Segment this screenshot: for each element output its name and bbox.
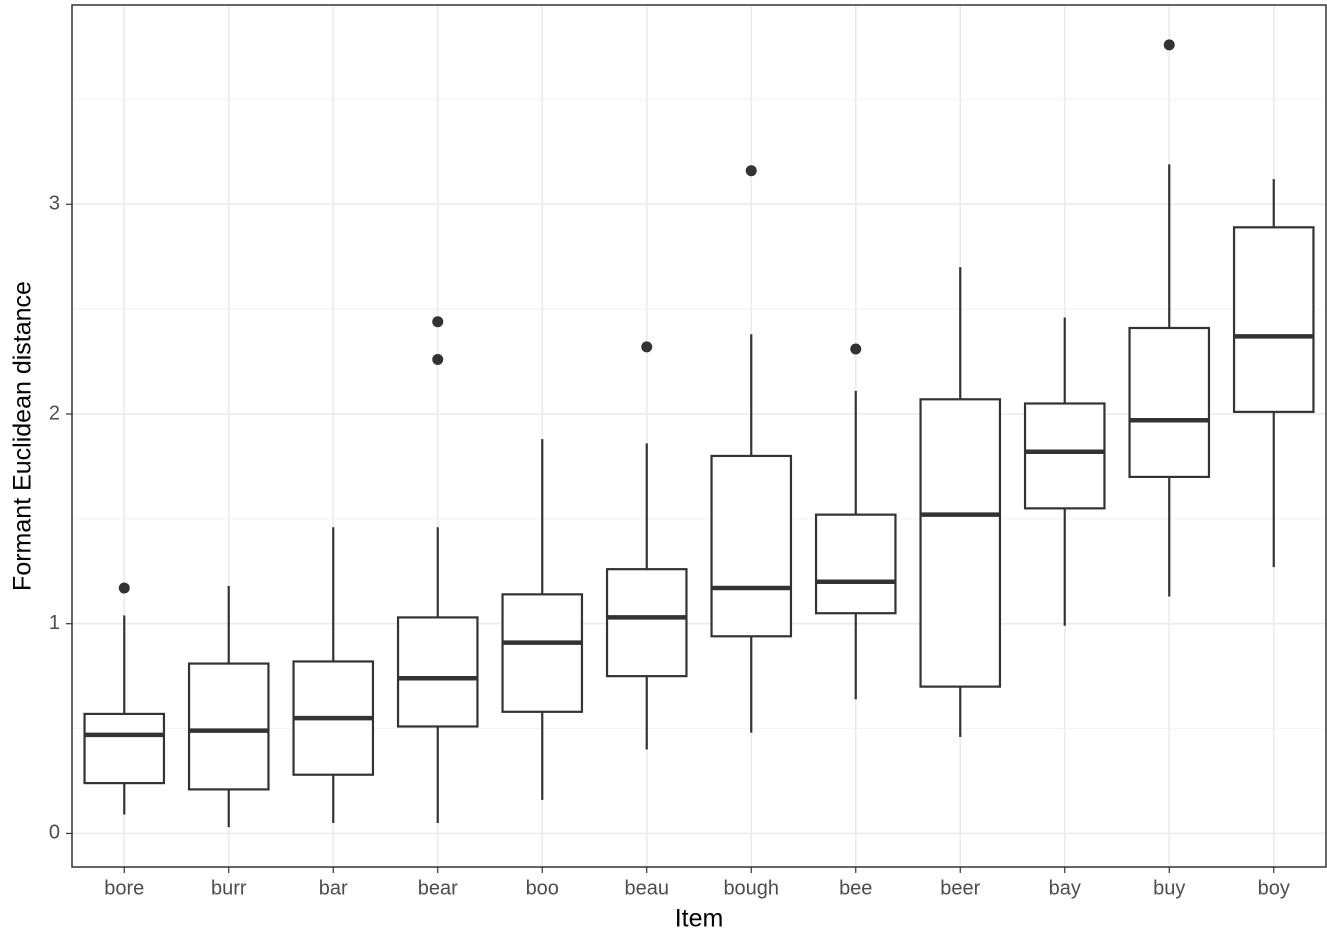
box xyxy=(605,568,688,678)
x-tick-label: bore xyxy=(104,877,144,899)
box xyxy=(187,662,270,791)
y-tick-label: 0 xyxy=(49,822,60,844)
box xyxy=(710,454,793,638)
y-tick-label: 3 xyxy=(49,193,60,215)
x-tick-label: burr xyxy=(211,877,247,899)
x-tick-label: bough xyxy=(723,877,779,899)
y-tick-label: 1 xyxy=(49,612,60,634)
x-tick-label: bay xyxy=(1049,877,1081,899)
box xyxy=(1023,402,1106,510)
box xyxy=(814,513,897,615)
x-tick-label: beer xyxy=(940,877,980,899)
outlier xyxy=(118,582,130,594)
x-tick-label: bee xyxy=(839,877,872,899)
outlier xyxy=(432,353,444,365)
outlier xyxy=(1163,39,1175,51)
x-tick-label: boo xyxy=(526,877,559,899)
box xyxy=(501,593,584,713)
outlier xyxy=(432,316,444,328)
outlier xyxy=(641,341,653,353)
x-tick-label: buy xyxy=(1153,877,1185,899)
box xyxy=(83,712,166,785)
x-tick-label: bear xyxy=(418,877,458,899)
y-axis-title: Formant Euclidean distance xyxy=(9,281,37,591)
box xyxy=(1128,326,1211,478)
outlier xyxy=(850,343,862,355)
x-tick-label: boy xyxy=(1258,877,1290,899)
plot-border xyxy=(71,4,1327,868)
x-tick-label: bar xyxy=(319,877,348,899)
outlier xyxy=(745,165,757,177)
box xyxy=(396,616,479,728)
x-tick-label: beau xyxy=(625,877,670,899)
x-axis-title: Item xyxy=(675,905,724,933)
y-tick-label: 2 xyxy=(49,402,60,424)
box xyxy=(919,398,1002,688)
box xyxy=(1232,226,1315,413)
